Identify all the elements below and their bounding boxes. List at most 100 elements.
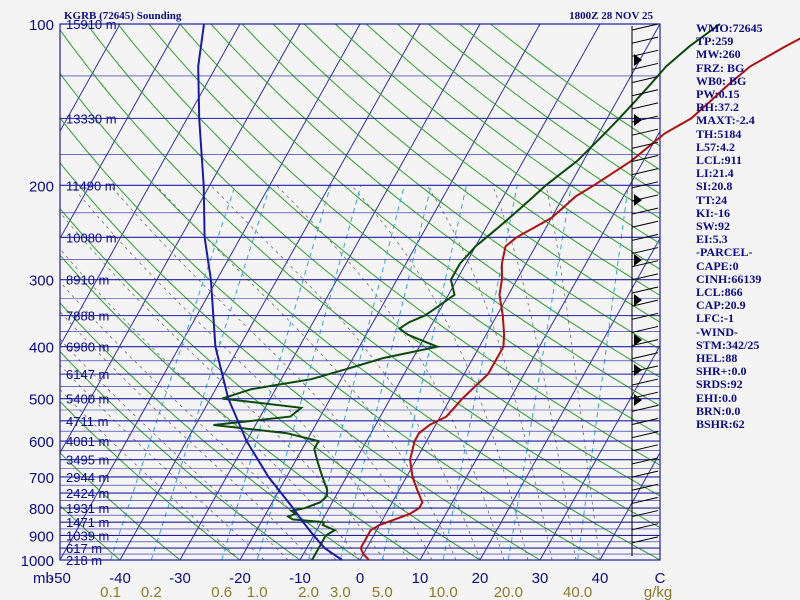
index-item: LFC:-1: [696, 311, 734, 326]
height-label: 2424 m: [66, 486, 109, 501]
mixing-ratio-line: [381, 185, 467, 560]
pressure-tick-label: 100: [29, 17, 54, 34]
dry-adiabat-line: [428, 24, 660, 195]
dry-adiabat-line: [60, 162, 541, 560]
index-item: SI:20.8: [696, 179, 733, 194]
isotherm-line: [119, 24, 421, 560]
wind-barb: [631, 325, 659, 333]
parcel-line: [197, 23, 343, 561]
wind-barb: [631, 312, 659, 320]
dry-adiabat-line: [397, 24, 660, 220]
isotherm-line: [599, 451, 660, 560]
height-label: 3495 m: [66, 453, 109, 468]
mixing-ratio-tick-label: 40.0: [563, 584, 592, 600]
temperature-tick-label: -20: [229, 570, 251, 587]
dry-adiabat-line: [86, 24, 660, 497]
index-item: L57:4.2: [696, 139, 735, 154]
mixing-ratio-tick-label: 5.0: [372, 584, 393, 600]
wind-barb: [631, 431, 659, 439]
wind-barb: [631, 141, 659, 149]
wind-barb: [631, 470, 659, 478]
pressure-tick-label: 600: [29, 434, 54, 451]
index-item: SW:92: [696, 219, 731, 234]
index-item: LCL:866: [696, 285, 743, 300]
height-label: 5400 m: [66, 392, 109, 407]
index-item: SHR+:0.0: [696, 364, 747, 379]
mixing-ratio-tick-label: 0.6: [211, 584, 232, 600]
wind-barb: [631, 155, 659, 162]
wind-barb: [631, 89, 659, 97]
isotherm-line: [479, 237, 660, 560]
wind-barb: [631, 76, 659, 84]
height-label: 11490 m: [66, 178, 116, 193]
dry-adiabat-line: [60, 254, 421, 560]
wind-barb: [631, 457, 659, 465]
temperature-tick-label: 20: [472, 570, 489, 587]
pressure-tick-label: 400: [29, 340, 54, 357]
mixing-ratio-unit-label: g/kg: [644, 584, 672, 600]
wind-flag: [634, 334, 642, 346]
isotherm-line: [419, 130, 660, 560]
mixing-ratio-line: [256, 185, 362, 560]
temperature-tick-label: -40: [109, 570, 131, 587]
wind-flag: [634, 114, 642, 126]
dry-adiabat-line: [334, 24, 660, 270]
dry-adiabat-line: [241, 24, 660, 350]
temperature-line: [359, 37, 800, 561]
index-item: LI:21.4: [696, 166, 734, 181]
wind-flag: [634, 364, 642, 376]
dry-adiabat-line: [272, 24, 660, 323]
index-item: KI:-16: [696, 205, 730, 220]
chart-title: KGRB (72645) Sounding: [64, 10, 182, 22]
wind-barb: [631, 444, 659, 452]
wind-barb: [631, 168, 659, 176]
height-label: 1039 m: [66, 528, 109, 543]
index-item: TP:259: [696, 34, 734, 49]
index-item: MAXT:-2.4: [696, 113, 755, 128]
dry-adiabat-line: [60, 207, 481, 560]
height-label: 10080 m: [66, 230, 117, 245]
wind-barb: [631, 496, 659, 504]
index-item: TH:5184: [696, 126, 742, 141]
mixing-ratio-tick-label: 20.0: [494, 584, 523, 600]
wind-barb: [631, 233, 659, 241]
wind-barb: [631, 36, 659, 44]
wind-barb: [631, 128, 659, 136]
wind-barb: [631, 523, 659, 531]
temperature-unit-label: C: [655, 570, 666, 587]
temperature-tick-label: -30: [169, 570, 191, 587]
index-item: EI:5.3: [696, 232, 728, 247]
index-item: FRZ: BG: [696, 60, 745, 75]
dry-adiabat-line: [210, 24, 660, 378]
mixing-ratio-tick-label: 3.0: [330, 584, 351, 600]
height-label: 7888 m: [66, 309, 109, 324]
height-label: 13330 m: [66, 111, 117, 126]
plot-frame: [59, 23, 661, 561]
plot-area: [59, 23, 661, 561]
mixing-ratio-tick-label: 1.0: [247, 584, 268, 600]
temperature-tick-label: -50: [49, 570, 71, 587]
height-label: 15910 m: [66, 17, 117, 32]
dry-adiabat-line: [60, 452, 181, 560]
dry-adiabat-line: [60, 350, 301, 560]
moist-adiabat-line: [210, 185, 481, 560]
temperature-tick-label: 30: [532, 570, 549, 587]
index-item: HEL:88: [696, 351, 738, 366]
index-item: STM:342/25: [696, 337, 760, 352]
wind-flag: [634, 194, 642, 206]
isotherm-line: [179, 24, 481, 560]
index-item: LCL:911: [696, 153, 743, 168]
index-item: WMO:72645: [696, 21, 763, 35]
pressure-tick-label: 900: [29, 528, 54, 545]
pressure-tick-label: 800: [29, 501, 54, 518]
height-label: 8910 m: [66, 273, 109, 288]
index-item: RH:37.2: [696, 100, 739, 115]
dry-adiabat-line: [60, 29, 660, 529]
mixing-ratio-line: [221, 185, 332, 560]
wind-flag: [634, 294, 642, 306]
index-item: -PARCEL-: [696, 245, 753, 260]
height-label: 4081 m: [66, 434, 109, 449]
index-item: CAP:20.9: [696, 298, 746, 313]
pressure-tick-label: 300: [29, 273, 54, 290]
